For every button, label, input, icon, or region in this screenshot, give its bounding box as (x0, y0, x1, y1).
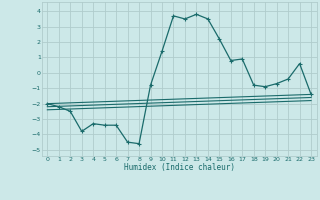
X-axis label: Humidex (Indice chaleur): Humidex (Indice chaleur) (124, 163, 235, 172)
